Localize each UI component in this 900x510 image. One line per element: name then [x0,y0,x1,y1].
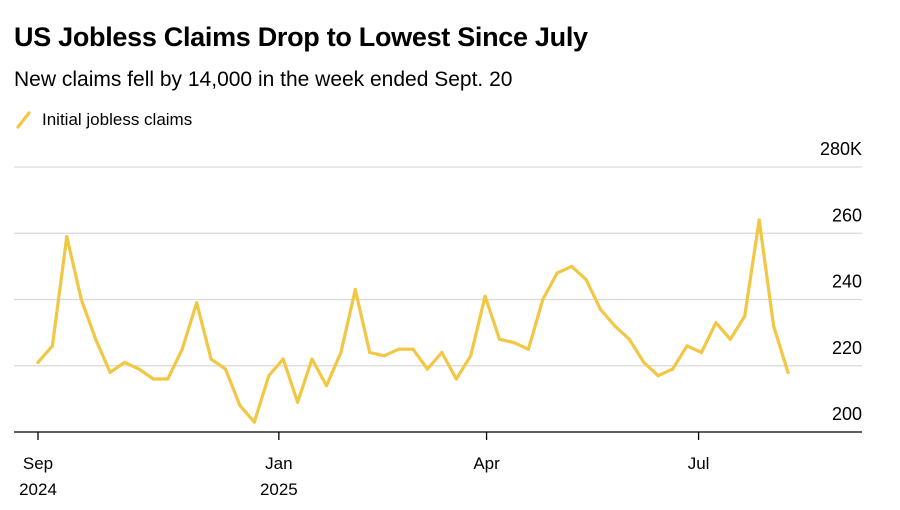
data-point [483,294,487,298]
x-tick-year-label: 2025 [260,480,298,499]
data-point [656,374,660,378]
data-point [252,420,256,424]
data-point [541,297,545,302]
data-point [411,347,415,351]
data-point [598,307,603,311]
y-tick-label: 260 [832,205,862,225]
data-point [642,360,646,364]
y-tick-label: 200 [832,404,862,424]
data-point [151,377,155,381]
data-point [425,367,429,371]
data-point [714,321,718,325]
x-axis: Sep 2024 Jan 2025 Apr Jul [14,431,862,499]
data-point [339,350,343,355]
data-point [353,288,357,292]
x-tick-label: Sep [23,454,53,473]
x-tick-label: Jul [688,454,710,473]
data-point [757,218,761,222]
data-point [526,347,531,351]
data-point [137,367,141,371]
x-tick-label: Jan [265,454,292,473]
data-point [454,377,458,381]
data-point [772,324,776,328]
data-point [195,301,199,305]
data-point [324,384,329,388]
data-point [512,341,516,345]
y-tick-label: 240 [832,272,862,292]
data-point [50,344,55,348]
data-point [122,360,127,364]
legend-line-icon [16,111,31,129]
data-point [296,400,300,404]
x-tick-year-label: 2024 [19,480,57,499]
data-point [65,235,69,239]
data-point [699,350,704,355]
data-point [570,264,574,268]
gridlines [14,166,862,367]
data-point [685,344,689,348]
y-tick-label: 280K [820,139,862,159]
data-point [397,347,401,351]
data-point [310,357,314,361]
data-point [267,374,271,378]
data-point [627,337,631,341]
data-point [79,297,83,302]
data-point [281,357,285,361]
data-point [671,367,675,371]
data-point [497,337,502,341]
data-point [382,354,386,358]
data-point [440,350,444,355]
data-point [786,370,790,374]
y-tick-label: 220 [832,338,862,358]
data-point [209,357,213,361]
data-point [238,403,242,408]
data-point [94,337,98,341]
series-layer [36,218,790,424]
legend: Initial jobless claims [14,106,192,134]
chart-title: US Jobless Claims Drop to Lowest Since J… [14,22,588,52]
data-point [36,360,40,364]
data-point [223,367,228,371]
data-point [166,377,170,381]
data-point [180,347,184,351]
legend-label: Initial jobless claims [42,110,193,129]
data-point [613,324,617,328]
chart-subtitle: New claims fell by 14,000 in the week en… [14,68,513,91]
data-point [469,354,473,358]
x-tick-label: Apr [473,454,500,473]
data-point [584,278,588,282]
data-point [108,370,112,374]
y-axis-ticks: 200 220 240 260 280K [820,139,862,424]
data-point [555,271,559,275]
series-line-0 [36,218,790,424]
data-point [728,337,732,341]
data-point [368,350,372,355]
data-point [743,314,747,318]
